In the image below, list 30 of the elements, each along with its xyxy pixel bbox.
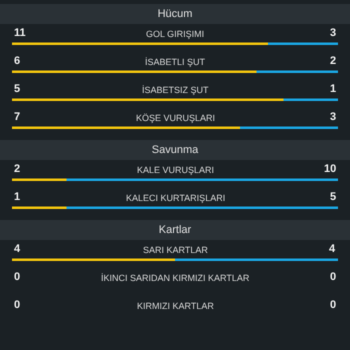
category-label: KÖŞE VURUŞLARI [136, 113, 216, 123]
data-label: 2 [14, 163, 20, 175]
data-label: 5 [14, 83, 20, 95]
category-label: KIRMIZI KARTLAR [137, 301, 214, 311]
data-label: 0 [330, 271, 336, 283]
data-label: 5 [330, 191, 336, 203]
data-label: 4 [329, 243, 336, 255]
data-label: 0 [14, 299, 20, 311]
category-label: SARI KARTLAR [143, 245, 208, 255]
data-label: 3 [330, 111, 336, 123]
data-label: 1 [14, 191, 20, 203]
data-label: 7 [14, 111, 20, 123]
category-label: İSABETSIZ ŞUT [142, 85, 209, 95]
data-label: 6 [14, 55, 20, 67]
data-label: 0 [330, 299, 336, 311]
data-label: 1 [330, 83, 336, 95]
category-label: KALE VURUŞLARI [137, 165, 214, 175]
data-label: 4 [14, 243, 21, 255]
data-label: 11 [14, 27, 26, 39]
data-label: 0 [14, 271, 20, 283]
category-label: İKINCI SARIDAN KIRMIZI KARTLAR [101, 273, 250, 283]
data-label: 10 [324, 163, 336, 175]
section-header: Kartlar [0, 220, 350, 240]
section-header: Hücum [0, 4, 350, 24]
category-label: GOL GIRIŞIMI [146, 29, 204, 39]
data-label: 3 [330, 27, 336, 39]
category-label: KALECI KURTARIŞLARI [126, 193, 226, 203]
category-label: İSABETLI ŞUT [145, 57, 206, 67]
section-header: Savunma [0, 140, 350, 160]
data-label: 2 [330, 55, 336, 67]
